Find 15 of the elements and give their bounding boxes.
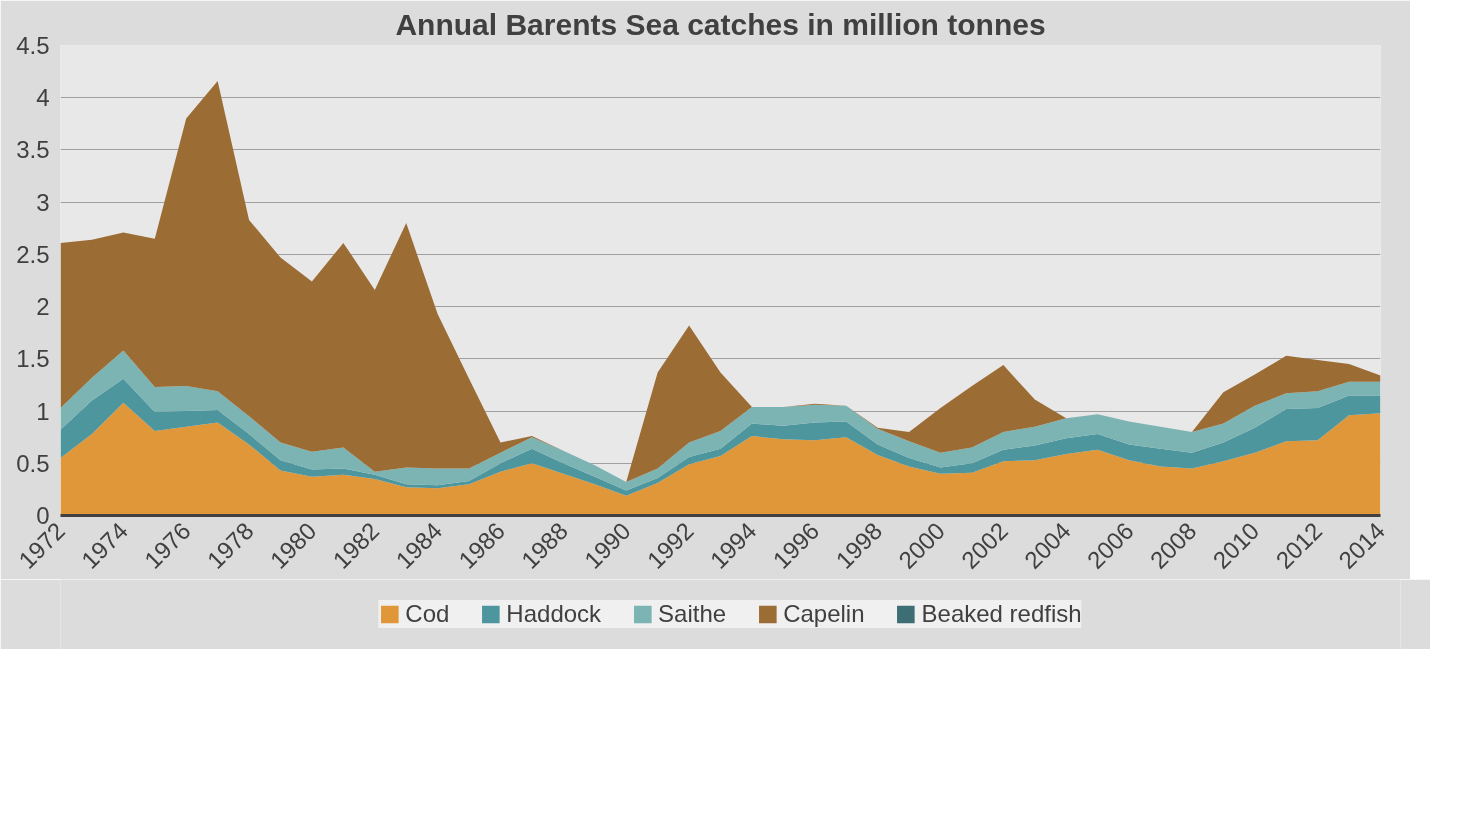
legend-label: Cod: [405, 600, 450, 628]
y-tick-label: 3: [36, 188, 50, 216]
legend-label: Haddock: [506, 600, 602, 628]
y-tick-label: 3.5: [16, 136, 50, 164]
y-tick-label: 2: [36, 293, 50, 321]
y-tick-label: 1: [36, 397, 50, 425]
y-tick-label: 2.5: [16, 240, 50, 268]
chart-title: Annual Barents Sea catches in million tonnes: [395, 7, 1046, 41]
y-tick-label: 4: [36, 84, 50, 112]
y-tick-label: 0.5: [16, 449, 50, 477]
legend-label: Saithe: [658, 600, 727, 628]
y-tick-label: 4.5: [16, 32, 50, 59]
y-tick-label: 1.5: [16, 345, 50, 373]
legend-label: Capelin: [783, 600, 865, 628]
legend-label: Beaked redfish: [921, 600, 1082, 628]
